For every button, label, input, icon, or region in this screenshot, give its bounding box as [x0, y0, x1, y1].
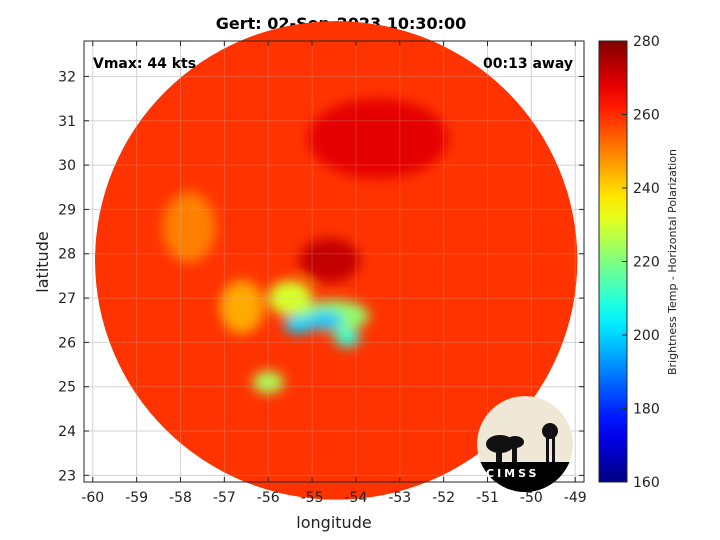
x-tick-label: -55	[301, 490, 324, 506]
colorbar-tick-label: 280	[633, 34, 660, 50]
vmax-label: Vmax: 44 kts	[93, 56, 196, 72]
x-tick-label: -53	[388, 490, 411, 506]
colorbar-label: Brightness Temp - Horizontal Polarizatio…	[666, 149, 679, 375]
y-tick-label: 25	[58, 380, 76, 396]
x-tick-label: -59	[125, 490, 148, 506]
y-axis-label: latitude	[33, 231, 52, 292]
x-tick-label: -54	[344, 490, 367, 506]
time-away-label: 00:13 away	[483, 56, 573, 72]
x-axis-ticks: -60 -59 -58 -57 -56 -55 -54 -53 -52 -51 -50 -49	[81, 41, 587, 506]
microwave-swath	[94, 21, 578, 500]
colorbar-tick-label: 260	[633, 108, 660, 124]
swath-feature	[162, 191, 216, 263]
y-tick-label: 30	[58, 158, 76, 174]
x-tick-label: -50	[520, 490, 543, 506]
x-tick-label: -56	[257, 490, 280, 506]
colorbar-tick-label: 220	[633, 255, 660, 271]
y-tick-label: 27	[58, 291, 76, 307]
colorbar-tick-label: 200	[633, 328, 660, 344]
swath-feature	[252, 371, 284, 394]
water-tower-icon	[542, 423, 558, 462]
x-tick-label: -51	[476, 490, 499, 506]
y-tick-label: 26	[58, 335, 76, 351]
x-tick-label: -58	[169, 490, 192, 506]
swath-feature	[334, 329, 361, 347]
y-tick-label: 28	[58, 247, 76, 263]
colorbar-tick-label: 240	[633, 181, 660, 197]
swath-feature	[219, 280, 264, 334]
y-axis-ticks: 23 24 25 26 27 28 29 30 31 32	[58, 69, 584, 484]
y-tick-label: 32	[58, 69, 76, 85]
x-tick-label: -57	[213, 490, 236, 506]
x-tick-label: -52	[432, 490, 455, 506]
y-tick-label: 23	[58, 468, 76, 484]
swath-feature	[283, 315, 315, 334]
swath-feature	[298, 238, 361, 283]
y-tick-label: 29	[58, 202, 76, 218]
colorbar: 160 180 200 220 240 260 280 Brightness Temp - …	[598, 34, 679, 491]
y-tick-label: 31	[58, 114, 76, 130]
colorbar-tick-label: 160	[633, 475, 660, 491]
x-axis-label: longitude	[296, 513, 371, 532]
swath-feature	[307, 98, 449, 179]
swath-feature	[307, 311, 343, 330]
swath-feature	[268, 280, 313, 316]
satellite-dish-icon	[486, 435, 524, 462]
y-tick-label: 24	[58, 424, 76, 440]
x-tick-label: -60	[81, 490, 104, 506]
colorbar-tick-label: 180	[633, 402, 660, 418]
logo-text: CIMSS	[486, 467, 539, 480]
x-tick-label: -49	[564, 490, 587, 506]
